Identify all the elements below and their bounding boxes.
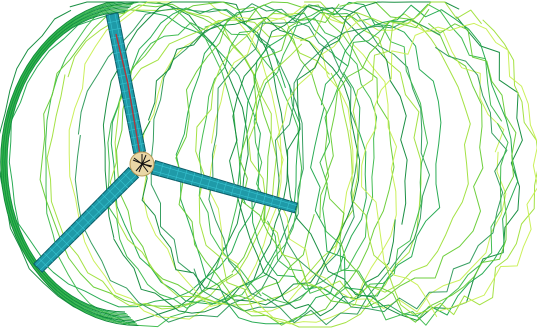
wake-ring bbox=[198, 9, 378, 304]
wake-ring bbox=[208, 4, 430, 326]
blade-mesh-line bbox=[175, 167, 180, 181]
wake-outer-arc bbox=[2, 4, 133, 320]
blade-mesh-line bbox=[116, 66, 129, 70]
hub-spoke bbox=[141, 159, 151, 165]
blade-mesh-line bbox=[44, 252, 54, 262]
blade-mesh-line bbox=[199, 174, 204, 188]
blade-mesh-line bbox=[113, 50, 126, 54]
blade-mesh-line bbox=[118, 74, 131, 77]
wake-ring bbox=[229, 5, 408, 317]
wake-ring bbox=[175, 1, 395, 326]
wake-outer-arc bbox=[1, 1, 136, 323]
blade-mesh-line bbox=[107, 188, 118, 199]
wake-ring bbox=[310, 4, 519, 317]
blade-mesh-line bbox=[86, 210, 96, 220]
wake-ring bbox=[287, 1, 523, 321]
blade-mesh-line bbox=[230, 184, 235, 196]
blade-mesh-line bbox=[49, 247, 59, 257]
blade-mesh-line bbox=[183, 169, 188, 183]
wake-ring bbox=[105, 22, 303, 309]
blade-lower-left bbox=[33, 166, 140, 273]
blade-mesh-line bbox=[96, 199, 107, 210]
blade-mesh-line bbox=[122, 97, 135, 100]
blade-mesh-line bbox=[121, 89, 134, 93]
blade-mesh-line bbox=[238, 186, 243, 198]
wake-ring bbox=[39, 3, 272, 308]
wake-ring bbox=[361, 22, 537, 318]
blade-mesh-line bbox=[109, 27, 122, 31]
blade-mesh-line bbox=[270, 196, 274, 207]
wake-ring bbox=[319, 3, 509, 326]
blade-mesh-line bbox=[278, 198, 282, 209]
blade-mesh-line bbox=[152, 170, 296, 211]
hub-spoke bbox=[138, 154, 147, 173]
blade-mesh-line bbox=[191, 172, 196, 185]
blade-mesh-line bbox=[262, 193, 267, 205]
blade-mesh-line bbox=[117, 177, 129, 189]
blade-mesh-line bbox=[246, 188, 251, 200]
hub-spoke bbox=[141, 163, 149, 173]
wake-ring bbox=[253, 8, 428, 297]
wake-ring bbox=[208, 4, 397, 325]
blade-mesh-line bbox=[39, 174, 137, 271]
blade-mesh-line bbox=[91, 204, 102, 215]
wake-ring bbox=[45, 1, 241, 328]
wake-outer-arc bbox=[0, 1, 139, 326]
wake-ring bbox=[325, 8, 517, 323]
blade-mesh-line bbox=[65, 231, 75, 241]
blade-mesh-line bbox=[75, 220, 86, 231]
blade-mesh-line bbox=[206, 177, 211, 190]
blade-mesh-line bbox=[126, 112, 138, 116]
blade-mesh-line bbox=[254, 191, 259, 203]
wake-outer-arc bbox=[5, 8, 129, 316]
blade-spar-line bbox=[115, 33, 141, 153]
blade-mesh-line bbox=[214, 179, 219, 192]
blade-mesh-line bbox=[112, 183, 123, 194]
wake-outer-arc bbox=[0, 1, 138, 325]
blade-mesh-line bbox=[123, 172, 134, 183]
wake-outer-arc bbox=[2, 2, 135, 322]
rotor-hub bbox=[129, 151, 155, 177]
blade-mesh-line bbox=[101, 194, 112, 205]
blade-mesh-line bbox=[119, 81, 132, 85]
wake-ring bbox=[74, 7, 304, 323]
wake-outer-arc bbox=[6, 11, 126, 313]
blade-mesh-line bbox=[115, 58, 128, 62]
blade-mesh-line bbox=[107, 20, 120, 24]
blade-mesh-line bbox=[80, 215, 91, 226]
wake-ring bbox=[351, 1, 537, 316]
blade-mesh-line bbox=[167, 165, 172, 179]
wake-ring bbox=[248, 11, 471, 300]
blade-mesh-line bbox=[159, 162, 164, 177]
blade-mesh-line bbox=[54, 242, 64, 252]
blade-mesh-line bbox=[114, 13, 143, 152]
wake-outer-arc bbox=[5, 10, 127, 314]
wake-ring bbox=[140, 16, 361, 306]
wake-ring bbox=[239, 1, 484, 308]
blade-mesh-line bbox=[38, 258, 48, 268]
blade-mesh-line bbox=[124, 104, 137, 108]
wake-ring bbox=[68, 1, 282, 320]
hub-spoke bbox=[135, 163, 143, 172]
blade-mesh-line bbox=[222, 181, 227, 194]
blade-mesh-line bbox=[154, 163, 297, 206]
wake-outer-arc bbox=[4, 7, 130, 317]
blade-mesh-line bbox=[59, 236, 70, 247]
wake-outer-arc bbox=[3, 5, 132, 319]
blade-mesh-line bbox=[35, 169, 132, 267]
blade-mesh-line bbox=[286, 200, 290, 211]
wake-ring bbox=[274, 18, 508, 313]
wake-ring bbox=[195, 1, 422, 328]
blade-mesh-line bbox=[70, 226, 80, 236]
blade-mesh-line bbox=[108, 14, 137, 153]
wake-ring bbox=[110, 7, 301, 305]
blade-mesh-line bbox=[127, 120, 140, 123]
